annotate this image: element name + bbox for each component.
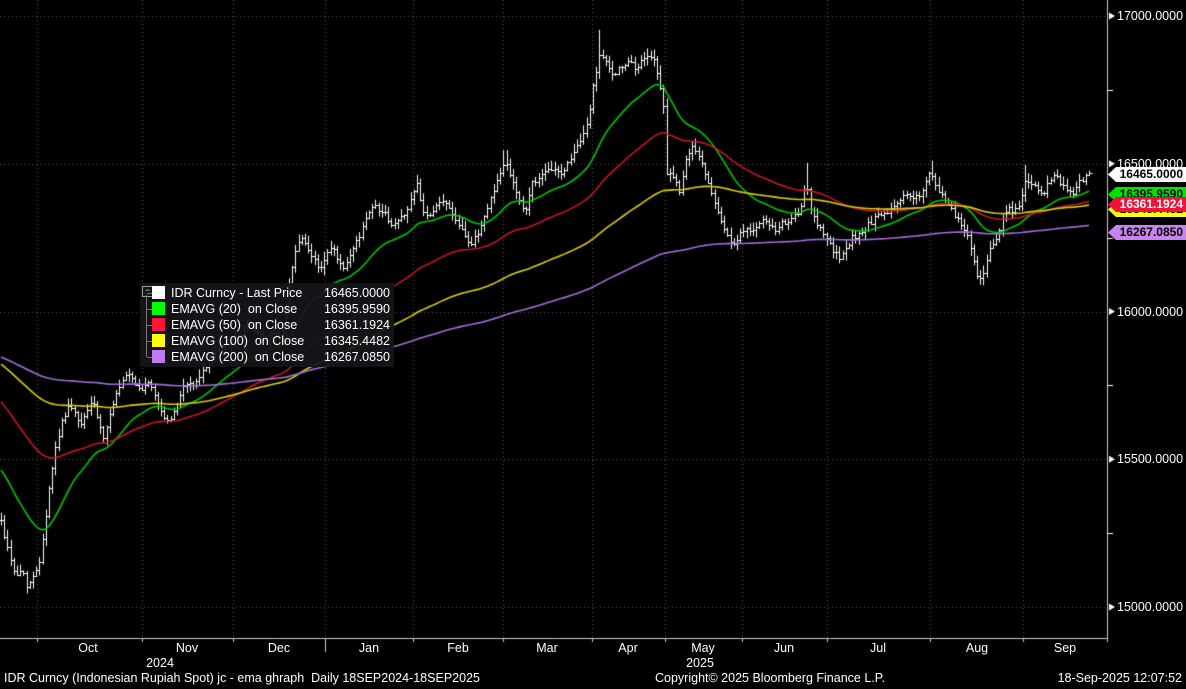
legend-panel: − IDR Curncy - Last Price 16465.0000 EMAVG… [140,283,394,367]
legend-tree-stub [147,357,152,358]
legend-series-value: 16395.9590 [323,302,390,316]
legend-series-value: 16345.4482 [323,334,390,348]
x-axis-month-label: Apr [618,641,638,655]
x-axis-year-label: 2025 [686,656,714,670]
legend-series-label: EMAVG (200) on Close [171,350,305,364]
x-axis-month-label: Dec [267,641,291,655]
legend-row[interactable]: EMAVG (100) on Close 16345.4482 [147,333,394,349]
x-axis-month-label: Oct [78,641,98,655]
legend-swatch-icon [152,334,165,347]
legend-swatch-icon [152,286,165,299]
x-axis-month-label: Jul [870,641,886,655]
legend-swatch-icon [152,318,165,331]
x-axis-month-label: Jun [773,641,795,655]
y-axis-label: 16000.0000 [1117,304,1184,319]
legend-row[interactable]: IDR Curncy - Last Price 16465.0000 [147,285,394,301]
x-axis-month-label: Feb [447,641,469,655]
x-axis-month-label: Aug [965,641,989,655]
legend-series-value: 16465.0000 [323,286,390,300]
x-axis-month-label: Sep [1053,641,1077,655]
copyright-text: Copyright© 2025 Bloomberg Finance L.P. [655,671,885,685]
x-axis-month-label: Mar [536,641,558,655]
legend-series-label: IDR Curncy - Last Price [171,286,303,300]
last-price-badge: 16465.0000 [1108,167,1186,182]
timestamp: 18-Sep-2025 12:07:52 [1057,671,1182,685]
legend-tree-line [146,295,147,357]
legend-row[interactable]: EMAVG (50) on Close 16361.1924 [147,317,394,333]
x-axis-year-label: 2024 [146,656,174,670]
x-axis-month-label: Jan [358,641,380,655]
legend-series-value: 16267.0850 [323,350,390,364]
legend-series-label: EMAVG (20) on Close [171,302,298,316]
y-axis-label: 15000.0000 [1117,600,1184,614]
legend-swatch-icon [152,350,165,363]
legend-row[interactable]: EMAVG (20) on Close 16395.9590 [147,301,394,317]
y-axis-label: 17000.0000 [1117,9,1184,23]
ema200-value-badge: 16267.0850 [1108,225,1186,240]
legend-tree-stub [147,293,152,294]
y-axis-label: 15500.0000 [1117,452,1184,467]
legend-row[interactable]: EMAVG (200) on Close 16267.0850 [147,349,394,365]
legend-tree-stub [147,309,152,310]
legend-series-label: EMAVG (100) on Close [171,334,305,348]
legend-swatch-icon [152,302,165,315]
ema50-value-badge: 16361.1924 [1108,197,1186,212]
legend-tree-stub [147,341,152,342]
x-axis-month-label: May [691,641,715,655]
x-axis-month-label: Nov [175,641,199,655]
legend-series-label: EMAVG (50) on Close [171,318,298,332]
legend-series-value: 16361.1924 [323,318,390,332]
security-description: IDR Curncy (Indonesian Rupiah Spot) jc -… [4,671,480,685]
legend-tree-stub [147,325,152,326]
